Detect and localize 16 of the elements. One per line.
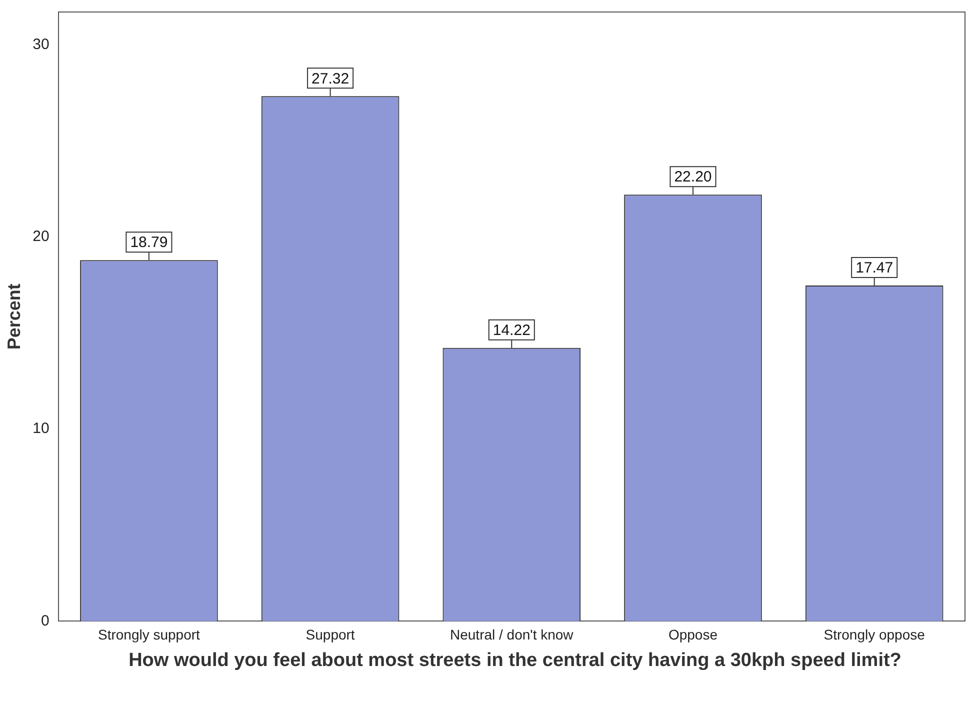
- data-label: 17.47: [856, 260, 894, 277]
- x-tick-label: Strongly support: [98, 626, 200, 642]
- data-label: 18.79: [130, 234, 168, 252]
- x-tick-label: Oppose: [668, 626, 718, 642]
- data-label: 14.22: [492, 322, 530, 340]
- x-tick-label: Neutral / don't know: [450, 626, 574, 642]
- y-axis-title: Percent: [4, 284, 24, 350]
- x-tick-label: Strongly oppose: [824, 626, 926, 642]
- y-tick-label: 0: [40, 612, 50, 630]
- y-tick-label: 30: [32, 36, 50, 53]
- y-tick-label: 10: [32, 420, 50, 438]
- y-tick-label: 20: [32, 228, 50, 245]
- x-axis-title: How would you feel about most streets in the central city having a 30kph speed limit?: [128, 650, 902, 671]
- data-label: 27.32: [312, 70, 350, 88]
- x-tick-label: Support: [306, 626, 355, 642]
- data-label: 22.20: [674, 168, 712, 186]
